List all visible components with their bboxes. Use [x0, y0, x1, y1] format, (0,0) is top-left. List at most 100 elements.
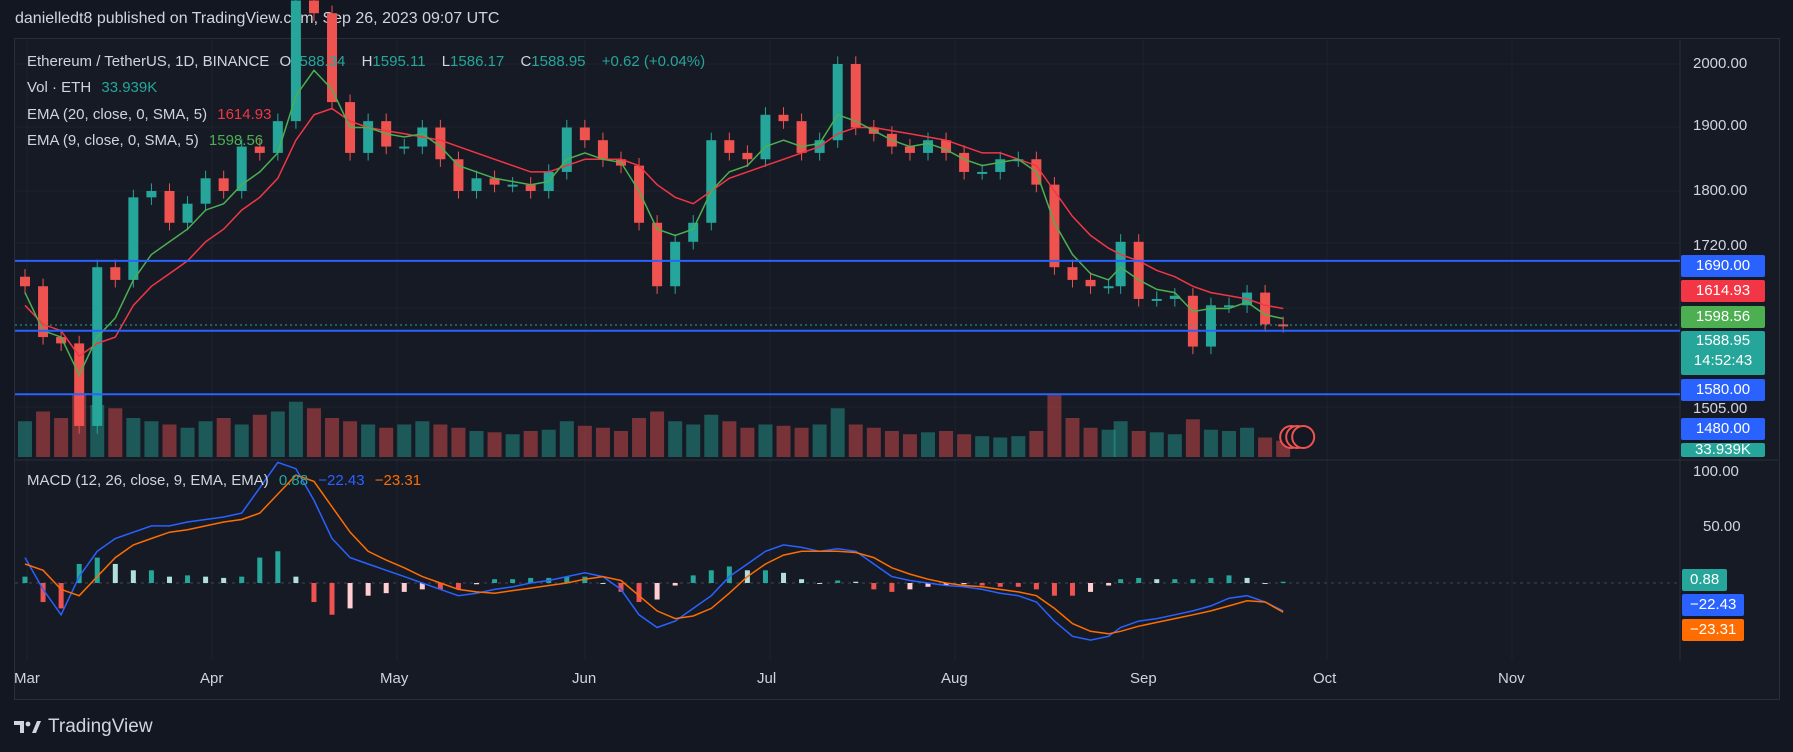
ema20-label: EMA (20, close, 0, SMA, 5): [27, 106, 208, 123]
price-axis-label: 1505.00: [1693, 400, 1748, 417]
macd-histogram-bar: [257, 557, 263, 583]
time-axis-label: Nov: [1498, 670, 1525, 687]
volume-bar: [1047, 395, 1062, 457]
volume-bar: [613, 431, 628, 457]
candle: [778, 114, 789, 122]
level-1480-tag: 1480.00: [1681, 418, 1765, 440]
candle: [923, 140, 933, 153]
candle: [977, 171, 988, 174]
time-axis-label: Mar: [14, 670, 40, 687]
macd-histogram-bar: [492, 579, 498, 583]
candle: [959, 152, 970, 172]
macd-histogram-bar: [1015, 583, 1021, 587]
macd-line: [24, 461, 1284, 641]
candle: [1224, 305, 1234, 308]
chart-frame[interactable]: [14, 38, 1780, 700]
volume-bar: [216, 418, 231, 457]
macd-histogram-bar: [853, 581, 859, 583]
candle: [308, 0, 319, 14]
price-axis-label: 2000.00: [1693, 55, 1748, 72]
candle: [200, 178, 211, 204]
volume-bar: [325, 418, 340, 457]
macd-histogram-bar: [94, 557, 100, 583]
low-label: L: [441, 53, 451, 70]
macd-histogram-bar: [564, 576, 570, 583]
candle: [435, 127, 446, 160]
symbol-legend: Ethereum / TetherUS, 1D, BINANCE O1588.3…: [27, 53, 711, 70]
publisher-header: danielledt8 published on TradingView.com…: [15, 10, 500, 27]
ema9-value: 1598.56: [208, 132, 264, 149]
macd-histogram-bar: [654, 583, 660, 600]
volume-tag: 33.939K: [1681, 443, 1765, 457]
volume-bar: [1258, 437, 1273, 457]
macd-signal-value: −23.31: [374, 472, 422, 489]
volume-bar: [866, 427, 881, 457]
macd-hist-value: 0.88: [278, 472, 309, 489]
candle: [1187, 295, 1198, 347]
volume-bar: [1065, 418, 1080, 457]
macd-histogram-bar: [58, 583, 64, 609]
volume-bar: [126, 418, 141, 457]
macd-histogram-bar: [979, 583, 985, 586]
macd-histogram-bar: [817, 583, 823, 584]
time-axis-label: Sep: [1130, 670, 1157, 687]
candle: [1085, 279, 1096, 287]
volume-bar: [541, 429, 556, 457]
macd-histogram-bar: [239, 576, 245, 583]
volume-bar: [1131, 431, 1146, 457]
macd-histogram-bar: [1051, 583, 1057, 596]
volume-bar: [758, 424, 773, 457]
volume-bar: [830, 408, 845, 457]
macd-histogram-bar: [1118, 579, 1124, 583]
macd-histogram-bar: [871, 583, 877, 590]
volume-bar: [162, 424, 177, 457]
price-axis-label: 1900.00: [1693, 117, 1748, 134]
time-axis-label: Aug: [941, 670, 968, 687]
candle: [760, 114, 771, 160]
volume-bar: [686, 424, 701, 457]
candle: [399, 146, 410, 149]
macd-histogram-bar: [1244, 577, 1250, 583]
macd-hist-tag: 0.88: [1682, 569, 1728, 591]
candle: [489, 178, 500, 185]
macd-histogram-bar: [636, 583, 642, 603]
footer-brand[interactable]: TradingView: [14, 716, 153, 738]
macd-histogram-bar: [112, 563, 118, 583]
macd-histogram-bar: [1033, 583, 1039, 590]
macd-histogram-bar: [329, 583, 335, 615]
volume-bar: [632, 418, 647, 457]
macd-histogram-bar: [1088, 583, 1094, 592]
ema9-price-tag: 1598.56: [1681, 306, 1765, 328]
macd-histogram-bar: [419, 583, 425, 590]
macd-histogram-bar: [347, 583, 353, 609]
macd-histogram-bar: [1262, 583, 1268, 584]
candle: [164, 191, 175, 223]
symbol-title: Ethereum / TetherUS, 1D, BINANCE: [27, 53, 270, 70]
macd-histogram-bar: [40, 583, 46, 603]
volume-bar: [451, 427, 466, 457]
macd-legend: MACD (12, 26, close, 9, EMA, EMA) 0.88 −…: [27, 472, 427, 489]
candle: [146, 191, 157, 198]
candle: [995, 159, 1006, 172]
time-axis-label: Apr: [200, 670, 224, 687]
candle: [56, 337, 67, 344]
ema20-legend: EMA (20, close, 0, SMA, 5) 1614.93: [27, 106, 277, 123]
volume-bar: [848, 424, 863, 457]
macd-histogram-bar: [799, 579, 805, 583]
candle: [128, 197, 139, 280]
volume-bar: [144, 421, 159, 457]
macd-histogram-bar: [943, 583, 949, 586]
level-1690-tag: 1690.00: [1681, 255, 1765, 277]
open-label: O: [279, 53, 292, 70]
volume-bar: [361, 424, 376, 457]
volume-bar: [794, 427, 809, 457]
macd-histogram-bar: [401, 583, 407, 592]
volume-bar: [379, 427, 394, 457]
macd-label: MACD (12, 26, close, 9, EMA, EMA): [27, 472, 269, 489]
macd-histogram-bar: [672, 583, 678, 586]
macd-histogram-bar: [1208, 577, 1214, 583]
macd-signal-line: [24, 474, 1284, 635]
macd-histogram-bar: [311, 583, 317, 603]
volume-bar: [433, 424, 448, 457]
